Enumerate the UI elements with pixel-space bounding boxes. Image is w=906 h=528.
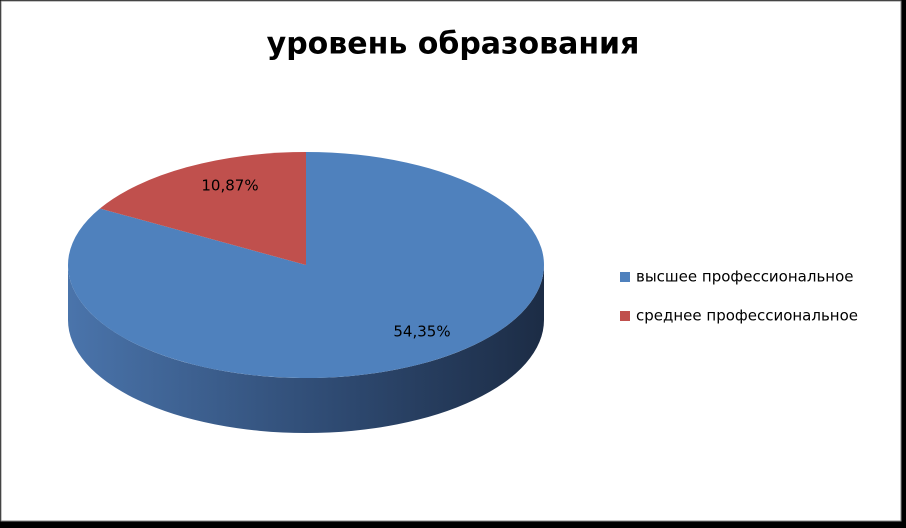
data-label: 10,87% [201, 177, 258, 195]
chart-title: уровень образования [267, 27, 640, 62]
legend-label: среднее профессиональное [636, 307, 858, 325]
pie-slice [99, 152, 306, 265]
pie-side [68, 265, 544, 433]
data-label: 54,35% [393, 323, 450, 341]
legend-label: высшее профессиональное [636, 268, 854, 286]
legend-swatch [620, 272, 630, 282]
legend-swatch [620, 311, 630, 321]
